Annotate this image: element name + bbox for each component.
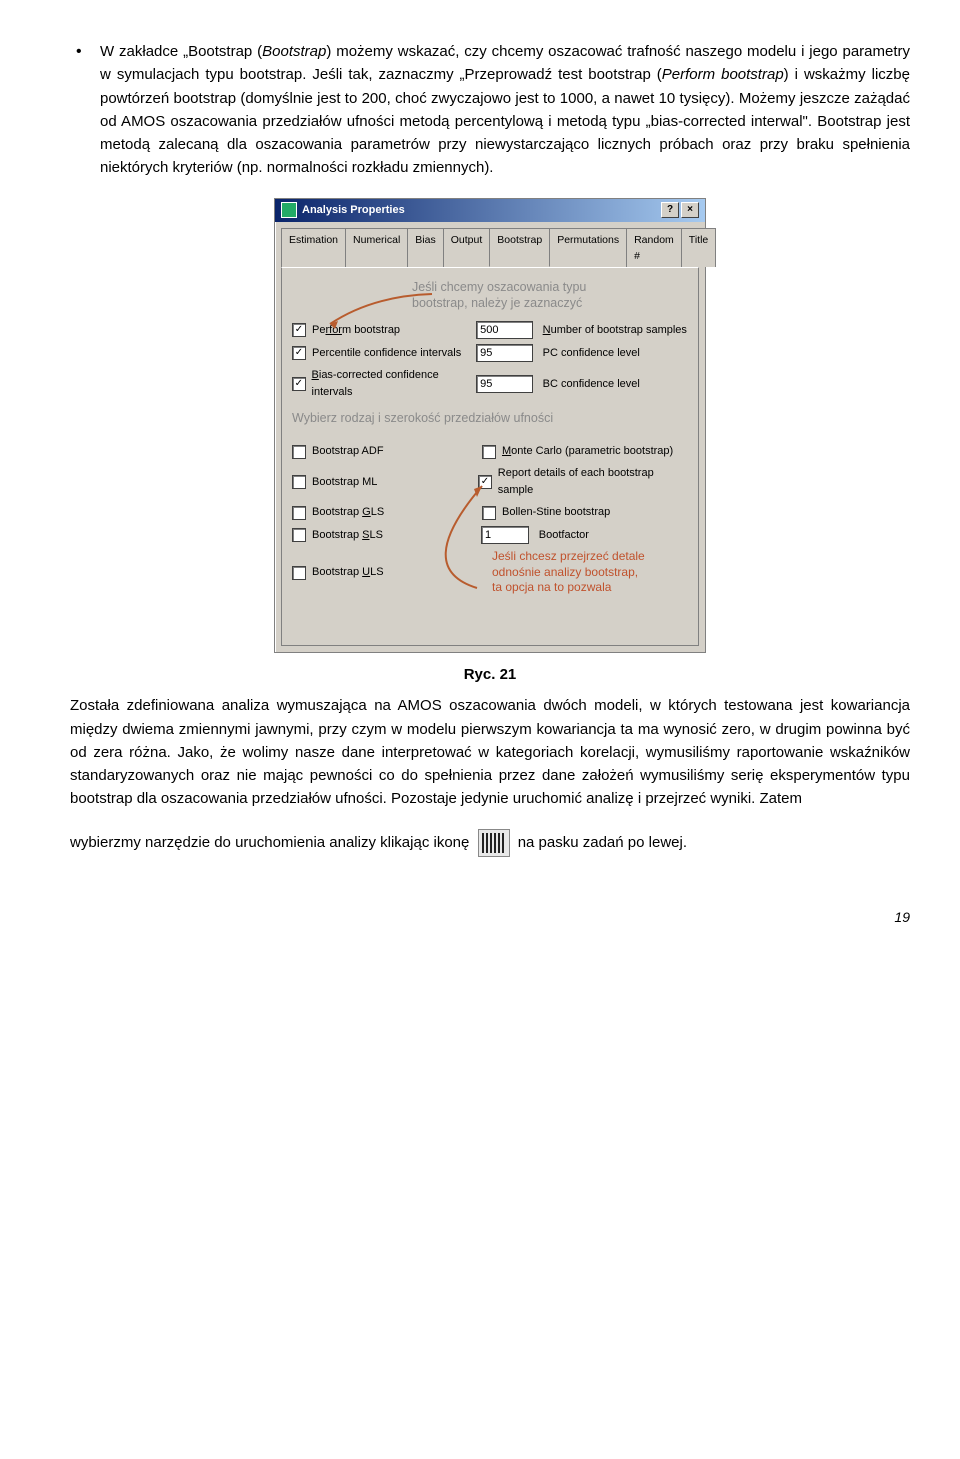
figure-wrapper: Analysis Properties ? × Estimation Numer…: [70, 198, 910, 654]
help-button[interactable]: ?: [661, 202, 679, 218]
tab-numerical[interactable]: Numerical: [345, 228, 408, 268]
label-bootfactor: Bootfactor: [539, 527, 688, 544]
checkbox-bollen-stine[interactable]: [482, 506, 496, 520]
label-bc-level: BC confidence level: [543, 376, 688, 393]
label-bootstrap-ml: Bootstrap ML: [312, 474, 377, 491]
label-pc-level: PC confidence level: [543, 345, 688, 362]
label-bootstrap-sls: Bootstrap SLS: [312, 527, 383, 544]
dialog-title: Analysis Properties: [302, 202, 405, 219]
annotation-text: Jeśli chcemy oszacowania typu: [412, 280, 586, 294]
paragraph-bootstrap-intro: W zakładce „Bootstrap (Bootstrap) możemy…: [70, 40, 910, 180]
annotation-text: ta opcja na to pozwala: [492, 580, 611, 594]
text: wybierzmy narzędzie do uruchomienia anal…: [70, 833, 469, 850]
annotation-text: bootstrap, należy je zaznaczyć: [412, 296, 582, 310]
calculate-estimates-icon[interactable]: [478, 829, 510, 857]
label-bias-corrected-ci: Bias-corrected confidence intervals: [312, 367, 477, 401]
input-bc-level[interactable]: 95: [476, 375, 532, 393]
text-italic: Bootstrap: [262, 43, 326, 60]
app-icon: [281, 202, 297, 218]
text: W zakładce „Bootstrap (: [100, 43, 262, 60]
checkbox-bootstrap-adf[interactable]: [292, 445, 306, 459]
tab-output[interactable]: Output: [443, 228, 491, 268]
checkbox-report-details[interactable]: [478, 475, 492, 489]
annotation-top: Jeśli chcemy oszacowania typu bootstrap,…: [412, 280, 688, 311]
tab-title[interactable]: Title: [681, 228, 716, 268]
figure-caption: Ryc. 21: [70, 663, 910, 686]
tab-strip: Estimation Numerical Bias Output Bootstr…: [275, 222, 705, 268]
label-bootstrap-gls: Bootstrap GLS: [312, 504, 384, 521]
bootstrap-panel: Jeśli chcemy oszacowania typu bootstrap,…: [281, 267, 699, 646]
checkbox-bootstrap-ml[interactable]: [292, 475, 306, 489]
tab-permutations[interactable]: Permutations: [549, 228, 627, 268]
label-report-details: Report details of each bootstrap sample: [498, 465, 688, 499]
checkbox-monte-carlo[interactable]: [482, 445, 496, 459]
checkbox-bootstrap-uls[interactable]: [292, 566, 306, 580]
label-bootstrap-uls: Bootstrap ULS: [312, 564, 384, 581]
checkbox-perform-bootstrap[interactable]: [292, 323, 306, 337]
tab-bootstrap[interactable]: Bootstrap: [489, 228, 550, 268]
label-bootstrap-adf: Bootstrap ADF: [312, 443, 384, 460]
dialog-titlebar: Analysis Properties ? ×: [275, 199, 705, 222]
label-percentile-ci: Percentile confidence intervals: [312, 345, 461, 362]
label-number-samples: Number of bootstrap samples: [543, 322, 688, 339]
label-bollen-stine: Bollen-Stine bootstrap: [502, 504, 610, 521]
checkbox-bias-corrected-ci[interactable]: [292, 377, 306, 391]
annotation-text: odnośnie analizy bootstrap,: [492, 565, 638, 579]
tab-estimation[interactable]: Estimation: [281, 228, 346, 268]
input-bootfactor[interactable]: 1: [481, 526, 529, 544]
text: na pasku zadań po lewej.: [518, 833, 687, 850]
checkbox-percentile-ci[interactable]: [292, 346, 306, 360]
annotation-text: Jeśli chcesz przejrzeć detale: [492, 549, 645, 563]
text-italic: Perform bootstrap: [662, 66, 784, 83]
label-monte-carlo: Monte Carlo (parametric bootstrap): [502, 443, 673, 460]
input-pc-level[interactable]: 95: [476, 344, 532, 362]
paragraph-summary: Została zdefiniowana analiza wymuszająca…: [70, 694, 910, 810]
input-number-samples[interactable]: 500: [476, 321, 532, 339]
page-number: 19: [70, 907, 910, 929]
tab-bias[interactable]: Bias: [407, 228, 443, 268]
checkbox-bootstrap-sls[interactable]: [292, 528, 306, 542]
label-perform-bootstrap: Perform bootstrap: [312, 322, 400, 339]
checkbox-bootstrap-gls[interactable]: [292, 506, 306, 520]
analysis-properties-dialog: Analysis Properties ? × Estimation Numer…: [274, 198, 706, 654]
close-button[interactable]: ×: [681, 202, 699, 218]
annotation-mid: Wybierz rodzaj i szerokość przedziałów u…: [292, 411, 688, 427]
annotation-bottom: Jeśli chcesz przejrzeć detale odnośnie a…: [492, 549, 645, 596]
paragraph-run-analysis: wybierzmy narzędzie do uruchomienia anal…: [70, 829, 910, 857]
tab-random[interactable]: Random #: [626, 228, 682, 268]
